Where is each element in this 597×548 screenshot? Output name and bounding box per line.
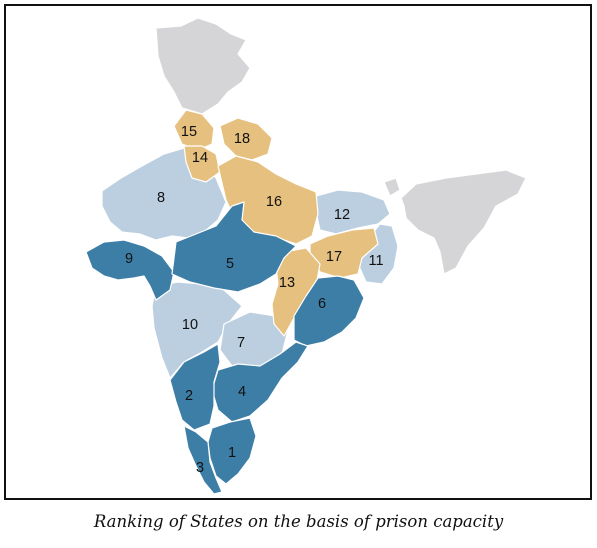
state-rank-4 — [211, 341, 309, 423]
label-rank-16: 16 — [266, 194, 282, 210]
label-rank-4: 4 — [238, 384, 246, 400]
label-rank-18: 18 — [234, 131, 250, 147]
map-caption: Ranking of States on the basis of prison… — [93, 512, 504, 531]
state-rank-2 — [169, 343, 221, 431]
label-rank-8: 8 — [157, 190, 165, 206]
label-rank-3: 3 — [196, 460, 204, 476]
state-rank-12 — [315, 189, 391, 235]
label-rank-7: 7 — [237, 335, 245, 351]
label-rank-17: 17 — [326, 249, 342, 265]
label-rank-2: 2 — [185, 388, 193, 404]
region-sikkim-unranked — [383, 177, 401, 197]
state-rank-14 — [183, 145, 221, 183]
label-rank-1: 1 — [228, 445, 236, 461]
state-rank-18 — [219, 117, 273, 161]
label-rank-11: 11 — [368, 253, 383, 269]
india-map: 1 2 3 4 5 6 7 8 9 10 11 12 13 14 15 16 1… — [85, 17, 527, 495]
state-rank-3 — [183, 425, 223, 495]
state-rank-9 — [85, 239, 175, 301]
label-rank-9: 9 — [125, 251, 133, 267]
label-rank-5: 5 — [226, 256, 234, 272]
label-rank-10: 10 — [182, 317, 198, 333]
label-rank-13: 13 — [279, 275, 295, 291]
state-rank-13 — [271, 247, 321, 337]
state-rank-5 — [171, 201, 297, 293]
region-northeast-unranked — [400, 169, 527, 275]
state-rank-15 — [173, 109, 215, 151]
label-rank-12: 12 — [334, 207, 350, 223]
label-rank-6: 6 — [318, 296, 326, 312]
label-rank-14: 14 — [192, 150, 208, 166]
map-frame: 1 2 3 4 5 6 7 8 9 10 11 12 13 14 15 16 1… — [4, 4, 592, 500]
region-north-unranked — [155, 17, 251, 115]
label-rank-15: 15 — [181, 124, 197, 140]
